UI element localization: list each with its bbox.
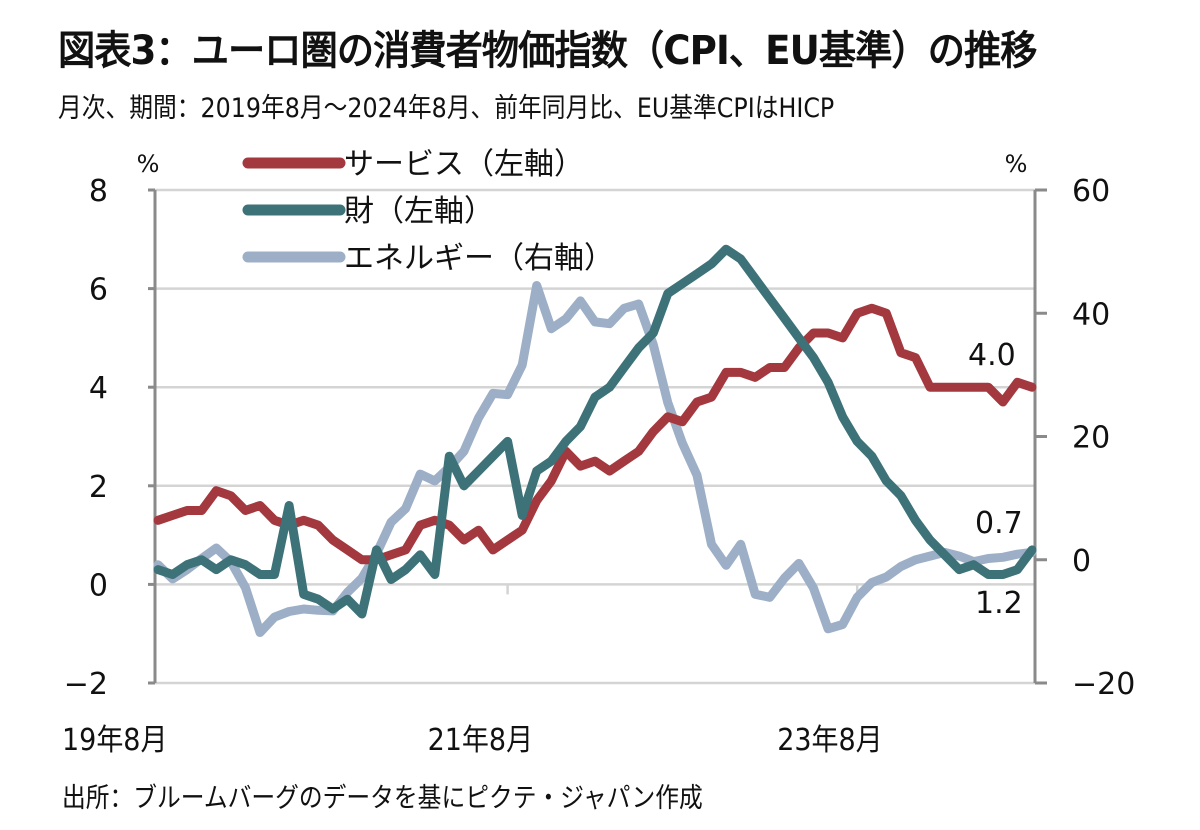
right-axis-tick-label: 60: [1072, 174, 1110, 209]
series-lines: [153, 244, 1037, 637]
right-axis-tick-label: 40: [1072, 297, 1110, 332]
x-axis-tick-label: 21年8月: [428, 723, 533, 758]
end-label-goods: 0.7: [975, 506, 1023, 541]
series-line-energy: [153, 281, 1037, 637]
right-axis-unit: %: [1005, 150, 1028, 178]
data-labels: 4.0 0.7 1.2: [968, 338, 1023, 621]
legend-label-services: サービス（左軸）: [344, 147, 584, 182]
legend: サービス（左軸） 財（左軸） エネルギー（右軸）: [242, 147, 614, 276]
left-axis-tick-label: 2: [89, 470, 108, 505]
legend-label-goods: 財（左軸）: [344, 194, 494, 229]
x-axis-tick-label: 19年8月: [62, 723, 167, 758]
source-note: 出所：ブルームバーグのデータを基にピクテ・ジャパン作成: [62, 783, 703, 814]
left-axis-tick-label: 0: [89, 568, 108, 603]
series-line-goods: [153, 244, 1037, 619]
x-axis-tick-label: 23年8月: [777, 723, 882, 758]
left-axis-tick-label: −2: [64, 667, 108, 702]
legend-label-energy: エネルギー（右軸）: [344, 241, 614, 276]
right-axis-tick-label: 0: [1072, 544, 1091, 579]
left-axis-tick-label: 8: [89, 174, 108, 209]
left-axis-tick-label: 6: [89, 273, 108, 308]
end-label-energy: 1.2: [975, 586, 1023, 621]
right-axis-tick-label: 20: [1072, 421, 1110, 456]
right-axis-tick-label: −20: [1072, 667, 1135, 702]
chart-title: 図表3：ユーロ圏の消費者物価指数（CPI、EU基準）の推移: [58, 28, 1037, 74]
left-axis-unit: %: [137, 150, 160, 178]
chart-subtitle: 月次、期間：2019年8月～2024年8月、前年同月比、EU基準CPIはHICP: [58, 93, 835, 124]
left-axis-tick-label: 4: [89, 371, 108, 406]
series-line-services: [153, 303, 1037, 565]
end-label-services: 4.0: [968, 338, 1016, 373]
